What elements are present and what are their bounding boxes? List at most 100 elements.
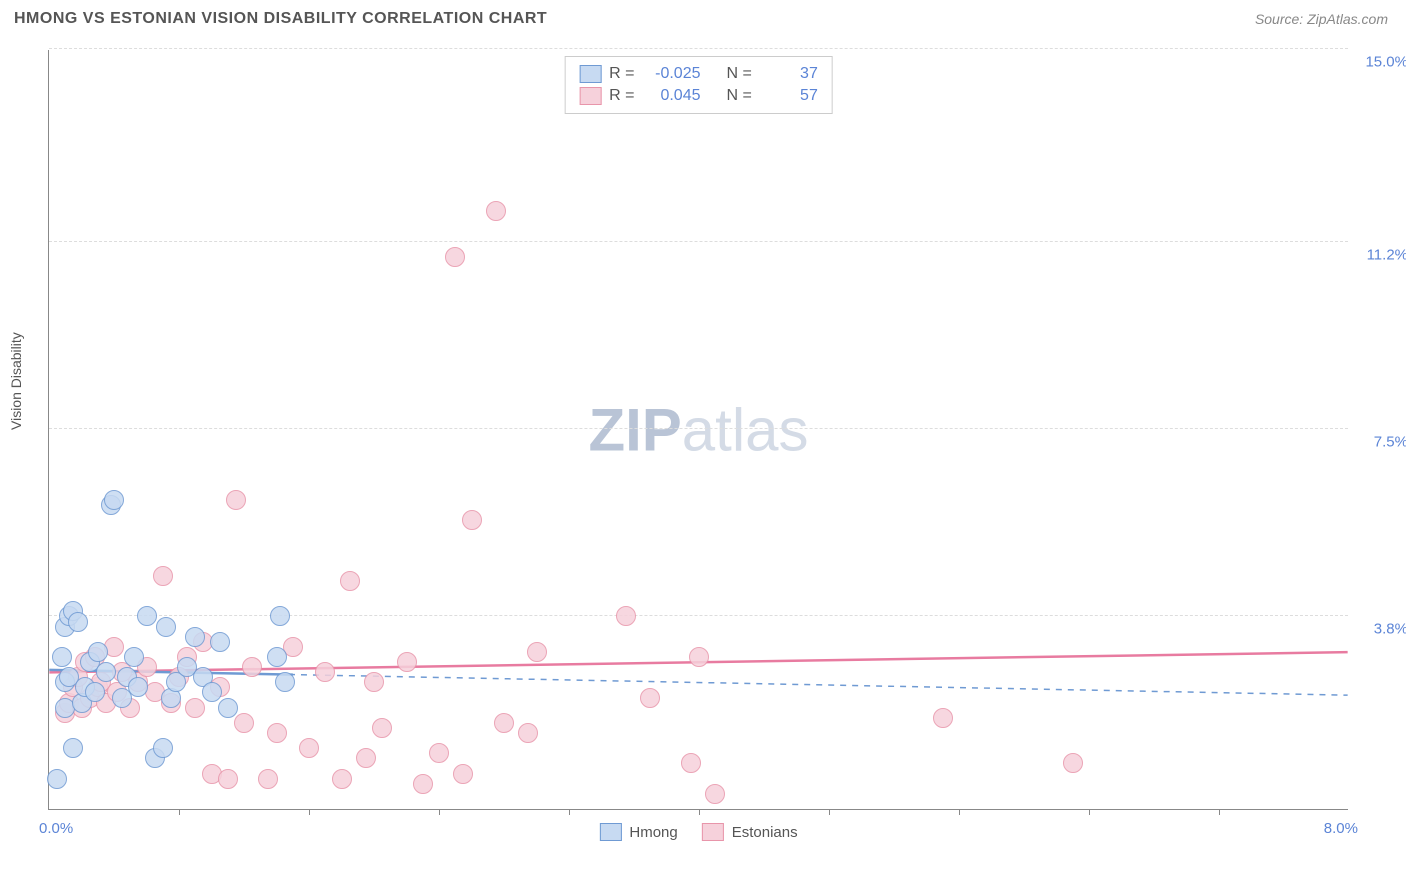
swatch-hmong [599, 823, 621, 841]
gridline [49, 241, 1348, 242]
data-point [63, 738, 83, 758]
x-tick [699, 809, 700, 815]
data-point [234, 713, 254, 733]
data-point [486, 201, 506, 221]
data-point [933, 708, 953, 728]
data-point [397, 652, 417, 672]
data-point [445, 247, 465, 267]
data-point [185, 627, 205, 647]
gridline [49, 428, 1348, 429]
y-tick-label: 11.2% [1367, 246, 1406, 263]
swatch-estonians [702, 823, 724, 841]
data-point [681, 753, 701, 773]
data-point [640, 688, 660, 708]
legend-label-estonians: Estonians [732, 824, 798, 841]
data-point [47, 769, 67, 789]
data-point [429, 743, 449, 763]
data-point [88, 642, 108, 662]
n-label: N = [727, 65, 752, 83]
data-point [372, 718, 392, 738]
data-point [68, 612, 88, 632]
data-point [52, 647, 72, 667]
legend-label-hmong: Hmong [629, 824, 677, 841]
data-point [242, 657, 262, 677]
x-tick [959, 809, 960, 815]
legend-row-hmong: R = -0.025 N = 37 [579, 63, 818, 85]
data-point [527, 642, 547, 662]
data-point [258, 769, 278, 789]
data-point [1063, 753, 1083, 773]
data-point [494, 713, 514, 733]
n-value-hmong: 37 [760, 65, 818, 83]
legend-item-hmong: Hmong [599, 823, 677, 841]
x-tick [309, 809, 310, 815]
y-tick-label: 7.5% [1374, 434, 1406, 451]
legend-item-estonians: Estonians [702, 823, 798, 841]
scatter-chart: ZIPatlas R = -0.025 N = 37 R = 0.045 N =… [48, 50, 1348, 810]
data-point [153, 566, 173, 586]
series-legend: Hmong Estonians [599, 823, 797, 841]
chart-header: HMONG VS ESTONIAN VISION DISABILITY CORR… [0, 0, 1406, 32]
data-point [616, 606, 636, 626]
y-tick-label: 3.8% [1374, 621, 1406, 638]
r-value-estonians: 0.045 [643, 87, 701, 105]
swatch-hmong [579, 65, 601, 83]
data-point [210, 632, 230, 652]
data-point [218, 698, 238, 718]
watermark-light: atlas [682, 396, 809, 463]
source-label: Source: ZipAtlas.com [1255, 11, 1388, 27]
data-point [299, 738, 319, 758]
data-point [85, 682, 105, 702]
correlation-legend: R = -0.025 N = 37 R = 0.045 N = 57 [564, 56, 833, 114]
gridline [49, 615, 1348, 616]
data-point [128, 677, 148, 697]
legend-row-estonians: R = 0.045 N = 57 [579, 85, 818, 107]
data-point [705, 784, 725, 804]
r-label: R = [609, 87, 634, 105]
data-point [332, 769, 352, 789]
x-tick [1219, 809, 1220, 815]
data-point [104, 490, 124, 510]
swatch-estonians [579, 87, 601, 105]
gridline [49, 48, 1348, 49]
data-point [462, 510, 482, 530]
data-point [413, 774, 433, 794]
data-point [137, 606, 157, 626]
data-point [270, 606, 290, 626]
data-point [226, 490, 246, 510]
y-tick-label: 15.0% [1365, 54, 1406, 71]
data-point [364, 672, 384, 692]
data-point [315, 662, 335, 682]
data-point [275, 672, 295, 692]
watermark: ZIPatlas [588, 395, 808, 464]
data-point [185, 698, 205, 718]
data-point [267, 647, 287, 667]
chart-title: HMONG VS ESTONIAN VISION DISABILITY CORR… [14, 10, 547, 28]
data-point [340, 571, 360, 591]
data-point [453, 764, 473, 784]
data-point [267, 723, 287, 743]
data-point [153, 738, 173, 758]
x-axis-min: 0.0% [39, 820, 73, 837]
x-tick [1089, 809, 1090, 815]
x-axis-max: 8.0% [1324, 820, 1358, 837]
x-tick [179, 809, 180, 815]
x-tick [439, 809, 440, 815]
data-point [124, 647, 144, 667]
y-axis-label: Vision Disability [8, 332, 24, 430]
data-point [689, 647, 709, 667]
data-point [356, 748, 376, 768]
n-label: N = [727, 87, 752, 105]
n-value-estonians: 57 [760, 87, 818, 105]
data-point [202, 682, 222, 702]
data-point [518, 723, 538, 743]
data-point [96, 662, 116, 682]
x-tick [569, 809, 570, 815]
x-tick [829, 809, 830, 815]
regression-lines [49, 50, 1348, 809]
data-point [218, 769, 238, 789]
data-point [156, 617, 176, 637]
watermark-bold: ZIP [588, 396, 681, 463]
r-label: R = [609, 65, 634, 83]
r-value-hmong: -0.025 [643, 65, 701, 83]
